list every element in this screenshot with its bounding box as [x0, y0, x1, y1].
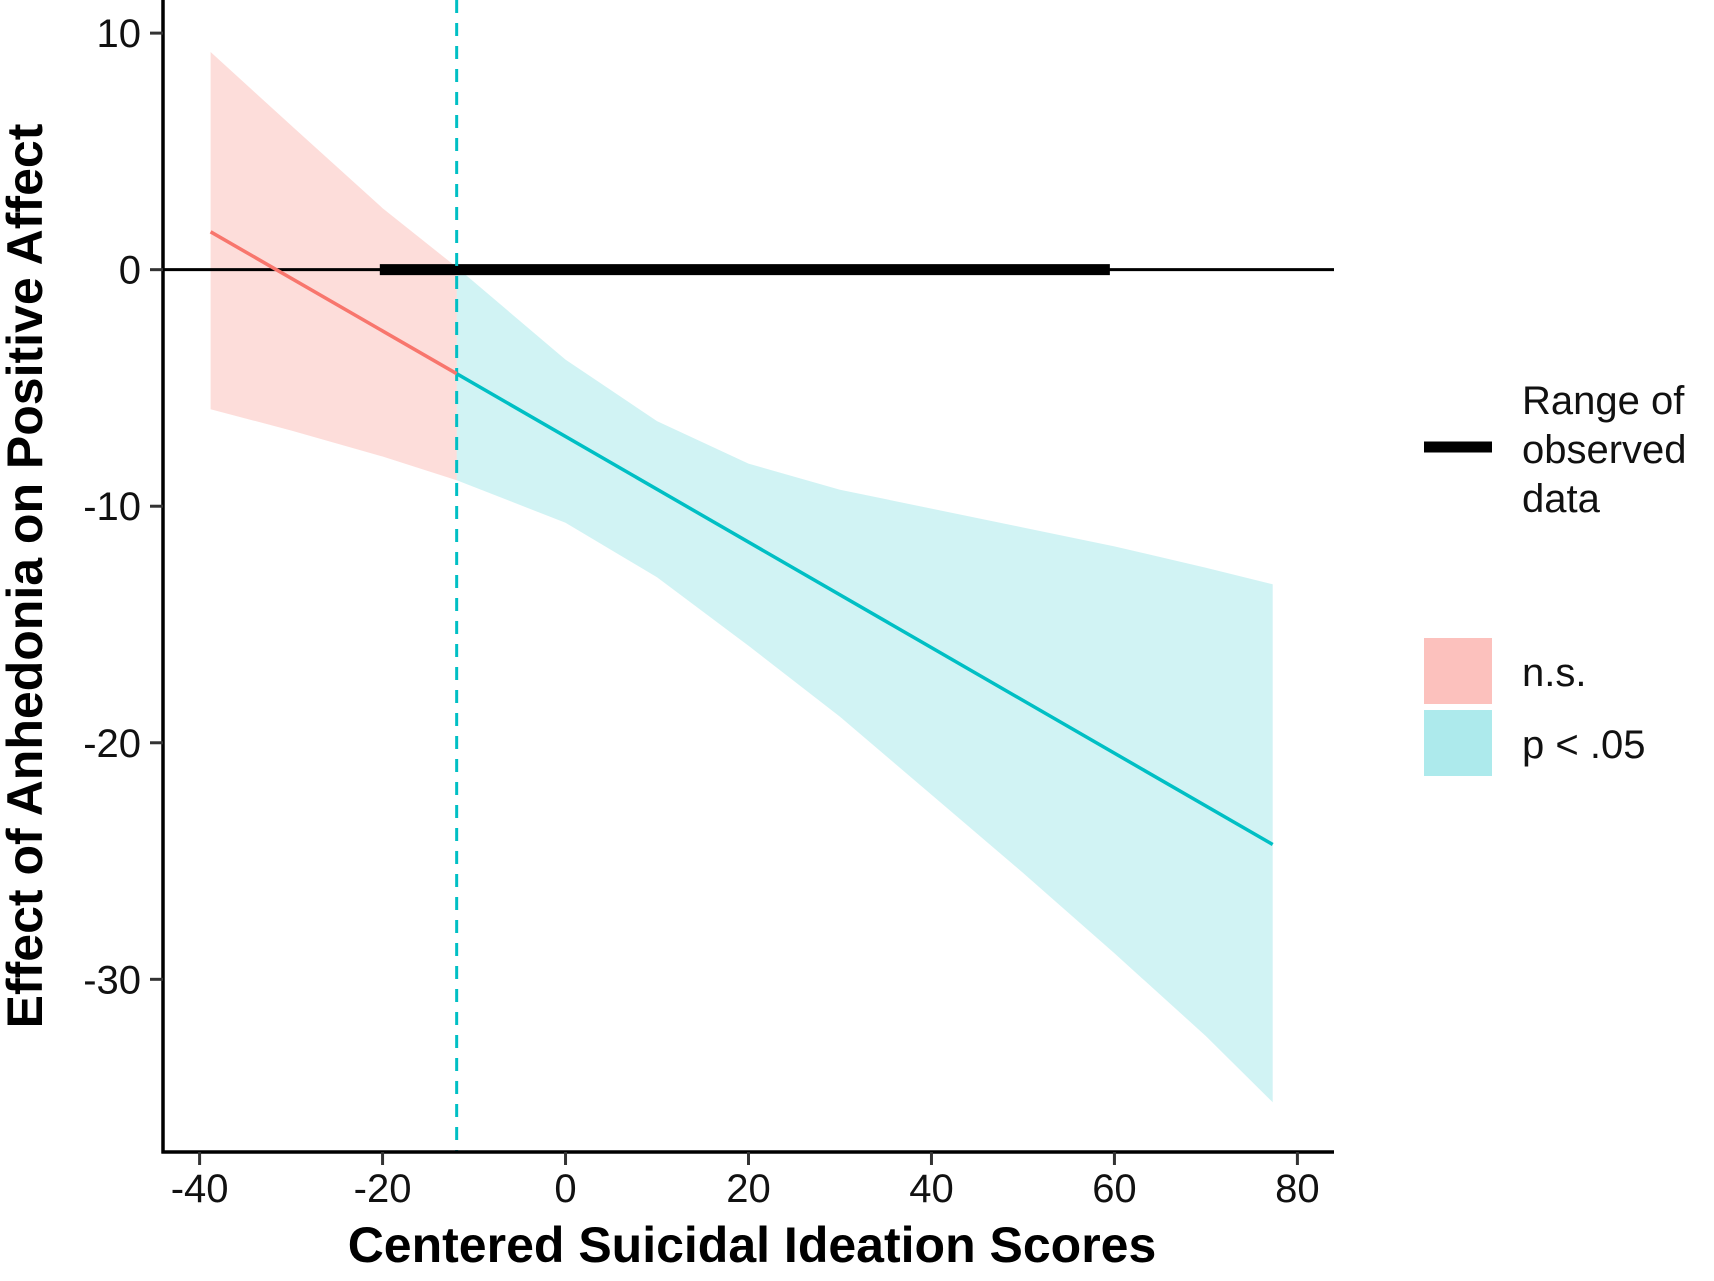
- x-tick-label: 20: [726, 1167, 771, 1211]
- legend: Range of observed data n.s. p < .05: [1424, 379, 1698, 776]
- x-tick-label: 80: [1275, 1167, 1320, 1211]
- y-axis-title: Effect of Anhedonia on Positive Affect: [0, 123, 53, 1028]
- legend-ns-label: n.s.: [1522, 651, 1586, 695]
- confidence-bands: [210, 52, 1273, 1103]
- legend-ns-key: [1424, 638, 1492, 704]
- legend-significant-label: p < .05: [1522, 723, 1645, 767]
- y-tick-label: 10: [97, 12, 142, 56]
- x-tick-label: -40: [171, 1167, 229, 1211]
- legend-observed-range-line-2: observed: [1522, 428, 1687, 472]
- x-tick-label: 60: [1092, 1167, 1137, 1211]
- y-tick-label: -20: [83, 722, 141, 766]
- reference-lines: [163, 0, 1334, 1152]
- ci-band-significant: [456, 267, 1273, 1103]
- y-tick-label: -10: [83, 485, 141, 529]
- x-tick-label: 0: [554, 1167, 576, 1211]
- ci-band-ns: [210, 52, 457, 481]
- legend-significant-key: [1424, 710, 1492, 776]
- effect-line-significant: [455, 372, 1274, 847]
- x-tick-label: -20: [354, 1167, 412, 1211]
- legend-observed-range-label: Range of observed data: [1522, 379, 1698, 521]
- legend-observed-range-line-3: data: [1522, 477, 1601, 521]
- y-tick-label: -30: [83, 958, 141, 1002]
- legend-observed-range-line-1: Range of: [1522, 379, 1685, 423]
- effect-lines: [209, 230, 1274, 847]
- effect-line-ns: [209, 230, 458, 376]
- y-axis-ticks: 10 0 -10 -20 -30: [83, 12, 163, 1002]
- x-axis-title: Centered Suicidal Ideation Scores: [348, 1217, 1157, 1273]
- x-tick-label: 40: [909, 1167, 954, 1211]
- y-tick-label: 0: [119, 249, 141, 293]
- x-axis-ticks: -40 -20 0 20 40 60 80: [171, 1152, 1320, 1211]
